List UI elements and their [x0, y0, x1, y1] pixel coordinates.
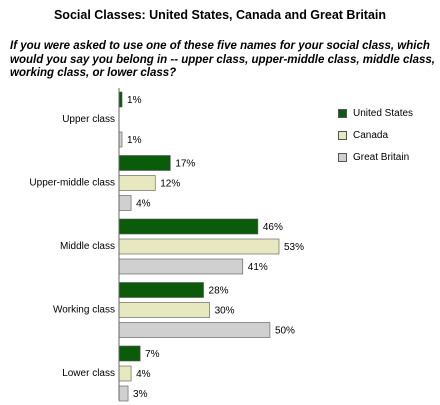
- data-label: 1%: [127, 135, 142, 146]
- legend-item-us: United States: [338, 106, 413, 120]
- data-label: 7%: [145, 349, 160, 360]
- bar: [118, 302, 210, 318]
- bar: [118, 322, 271, 338]
- bar: [118, 365, 132, 382]
- category-label: Upper-middle class: [29, 178, 115, 189]
- bar: [118, 175, 156, 191]
- legend-label-gb: Great Britain: [353, 151, 410, 163]
- data-label: 4%: [136, 369, 151, 380]
- bar: [118, 155, 171, 171]
- bar: [118, 195, 132, 211]
- chart-title: Social Classes: United States, Canada an…: [53, 8, 387, 22]
- legend-label-canada: Canada: [353, 129, 389, 141]
- legend-swatch-canada: [338, 130, 347, 140]
- category-label: Lower class: [62, 368, 115, 379]
- category-label: Middle class: [60, 241, 115, 252]
- bar: [118, 282, 204, 298]
- legend-swatch-us: [338, 108, 347, 118]
- legend-item-canada: Canada: [338, 128, 413, 142]
- data-label: 30%: [215, 306, 235, 317]
- data-label: 17%: [175, 159, 195, 170]
- bar: [118, 218, 259, 235]
- survey-question: If you were asked to use one of these fi…: [10, 40, 435, 79]
- legend-swatch-gb: [338, 152, 347, 162]
- data-label: 50%: [275, 326, 295, 337]
- data-label: 46%: [263, 222, 283, 233]
- data-label: 28%: [209, 286, 229, 297]
- category-label: Upper class: [62, 114, 115, 125]
- legend-label-us: United States: [353, 107, 414, 119]
- data-label: 4%: [136, 199, 151, 210]
- legend-item-gb: Great Britain: [338, 150, 413, 164]
- data-label: 41%: [248, 262, 268, 273]
- bar: [118, 238, 280, 255]
- data-label: 12%: [160, 179, 180, 190]
- bar: [118, 385, 129, 402]
- data-label: 3%: [133, 389, 148, 400]
- bar: [118, 345, 141, 362]
- legend: United States Canada Great Britain: [338, 106, 413, 172]
- bar: [118, 258, 244, 275]
- category-label: Working class: [53, 305, 115, 316]
- data-label: 53%: [284, 242, 304, 253]
- data-label: 1%: [127, 95, 142, 106]
